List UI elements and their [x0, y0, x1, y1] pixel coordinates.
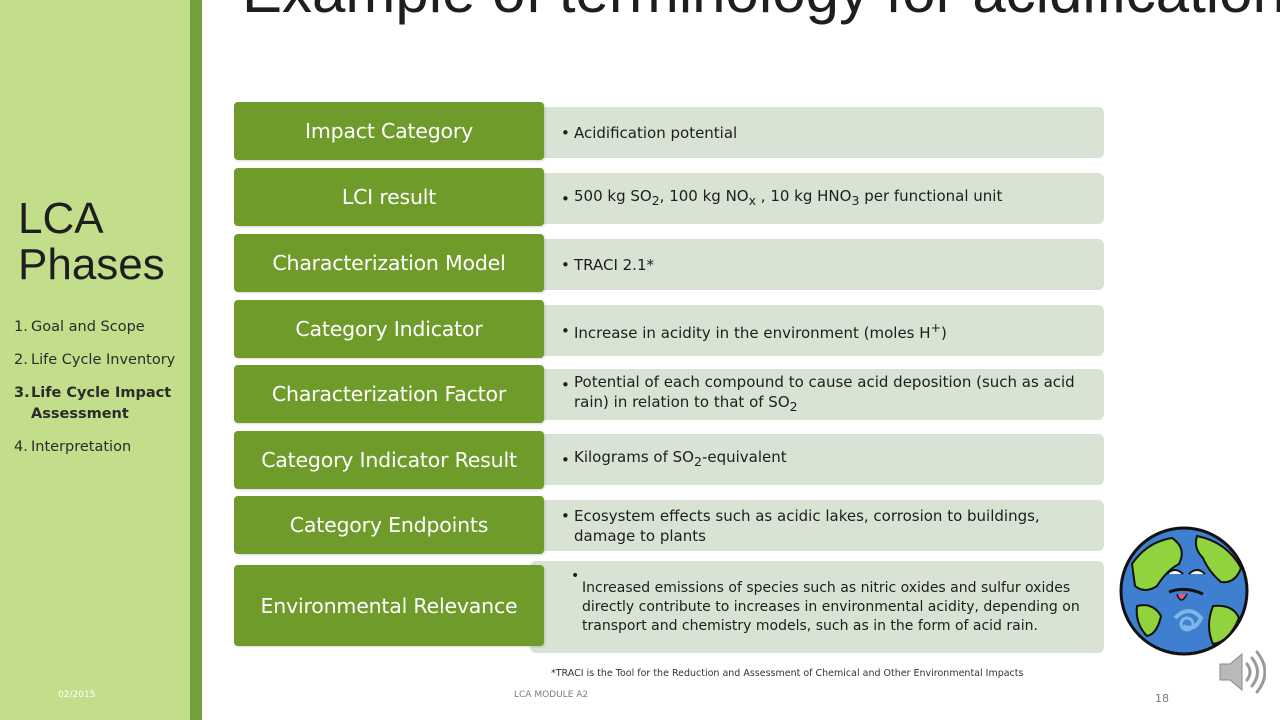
footer-date: 02/2015 — [58, 690, 96, 700]
term-text: Potential of each compound to cause acid… — [574, 373, 1075, 414]
phase-item: 1. Goal and Scope — [14, 317, 184, 338]
term-label: Impact Category — [234, 102, 544, 160]
phase-label: Life Cycle Inventory — [31, 352, 176, 368]
term-content: • Increase in acidity in the environment… — [530, 305, 1104, 356]
phase-item: 4. Interpretation — [14, 437, 184, 458]
sick-earth-icon — [1117, 524, 1251, 662]
term-label: Category Indicator Result — [234, 431, 544, 489]
footer-module: LCA MODULE A2 — [514, 690, 589, 700]
term-label: Category Indicator — [234, 300, 544, 358]
sidebar — [0, 0, 190, 720]
term-label: Category Endpoints — [234, 496, 544, 554]
sidebar-edge — [190, 0, 202, 720]
term-content: • Ecosystem effects such as acidic lakes… — [530, 500, 1104, 551]
term-label: LCI result — [234, 168, 544, 226]
phase-item-active: 3. Life Cycle Impact Assessment — [14, 383, 184, 425]
term-content: • 500 kg SO2, 100 kg NOx , 10 kg HNO3 pe… — [530, 173, 1104, 224]
phase-item: 2. Life Cycle Inventory — [14, 350, 184, 371]
term-content: • Acidification potential — [530, 107, 1104, 158]
term-text: Ecosystem effects such as acidic lakes, … — [574, 506, 1040, 545]
term-content: • TRACI 2.1* — [530, 239, 1104, 290]
term-text: Kilograms of SO2-equivalent — [574, 448, 787, 469]
page-number: 18 — [1155, 692, 1169, 705]
term-label: Environmental Relevance — [234, 565, 544, 646]
term-text: TRACI 2.1* — [574, 255, 654, 274]
phase-label: Interpretation — [31, 439, 132, 455]
slide-title: Example of terminology for acidification — [242, 0, 1280, 28]
term-text: Increase in acidity in the environment (… — [574, 320, 947, 342]
phase-label: Goal and Scope — [31, 319, 145, 335]
phase-label: Life Cycle Impact Assessment — [31, 385, 172, 422]
term-content: • Increased emissions of species such as… — [530, 561, 1104, 653]
sidebar-title: LCA Phases — [18, 194, 165, 289]
term-text: Acidification potential — [574, 123, 738, 142]
term-content: • Potential of each compound to cause ac… — [530, 369, 1104, 420]
term-content: • Kilograms of SO2-equivalent — [530, 434, 1104, 485]
phase-list: 1. Goal and Scope 2. Life Cycle Inventory … — [14, 317, 184, 470]
term-label: Characterization Factor — [234, 365, 544, 423]
term-label: Characterization Model — [234, 234, 544, 292]
term-text: 500 kg SO2, 100 kg NOx , 10 kg HNO3 per … — [574, 187, 1003, 208]
term-text: Increased emissions of species such as n… — [582, 579, 1080, 634]
speaker-icon[interactable] — [1214, 646, 1267, 702]
footnote: *TRACI is the Tool for the Reduction and… — [551, 668, 1024, 679]
